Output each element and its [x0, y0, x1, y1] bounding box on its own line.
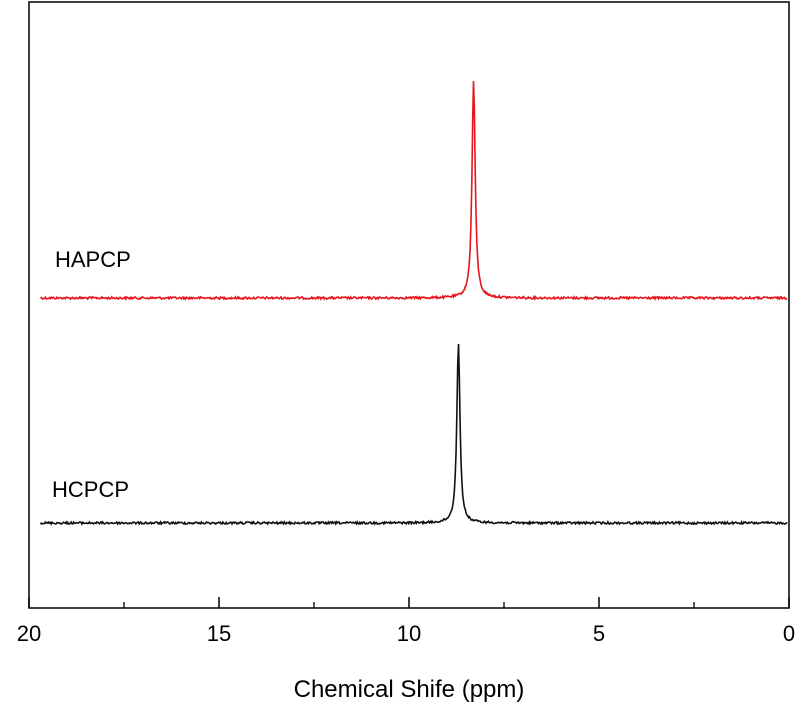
series-label-hcpcp: HCPCP	[52, 477, 129, 502]
series-label-hapcp: HAPCP	[55, 247, 131, 272]
series-labels: HAPCP HCPCP	[52, 247, 131, 502]
series-line-hcpcp	[39, 343, 788, 527]
x-tick-label: 5	[593, 621, 605, 646]
x-tick-label: 15	[207, 621, 231, 646]
x-axis-tick-labels: 20 15 10 5 0	[17, 621, 795, 646]
x-axis-major-ticks	[28, 597, 790, 608]
plot-frame	[28, 1, 790, 609]
series-line-hapcp	[39, 81, 788, 301]
series-lines	[39, 81, 788, 527]
x-tick-label: 10	[397, 621, 421, 646]
x-tick-label: 20	[17, 621, 41, 646]
x-tick-label: 0	[783, 621, 795, 646]
x-axis-title: Chemical Shife (ppm)	[294, 676, 525, 703]
x-axis-minor-ticks	[123, 602, 695, 608]
